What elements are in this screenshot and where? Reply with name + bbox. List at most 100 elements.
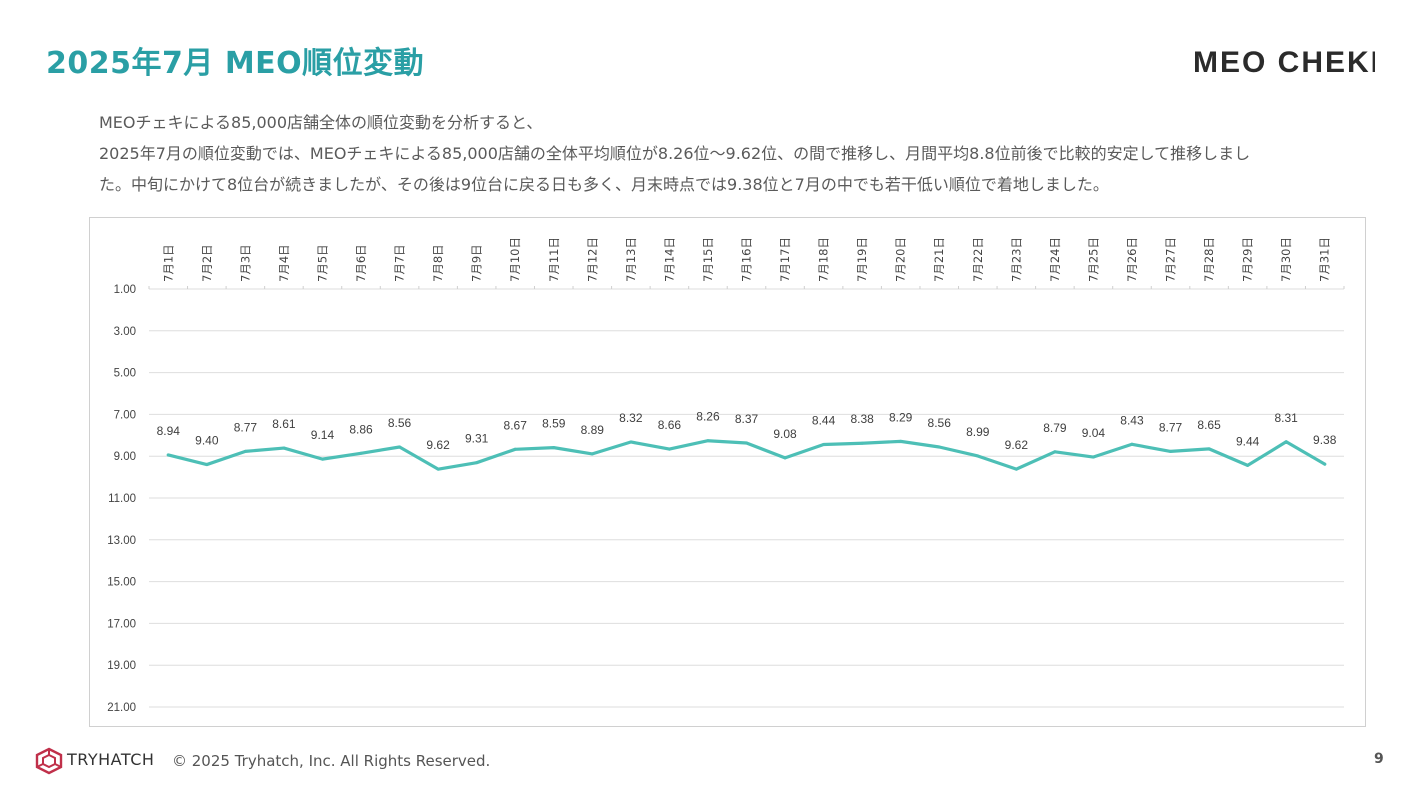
rank-line-chart: 1.00 3.00 5.00 7.00 9.00 11.00 13.00 15.00 17.00…: [107, 237, 1345, 714]
data-point: [1053, 450, 1057, 454]
page-title: 2025年7月 MEO順位変動: [46, 46, 425, 81]
description-line-2: 2025年7月の順位変動では、MEOチェキによる85,000店舗の全体平均順位が…: [99, 144, 1251, 163]
x-tick-label: 7月15日: [701, 237, 715, 282]
data-label: 8.44: [812, 413, 836, 427]
description-line-3: た。中旬にかけて8位台が続きましたが、その後は9位台に戻る日も多く、月末時点では…: [99, 175, 1109, 194]
x-tick-label: 7月4日: [277, 244, 291, 282]
data-point: [1246, 463, 1250, 467]
data-label: 8.31: [1274, 411, 1298, 425]
y-tick-label: 9.00: [114, 451, 136, 463]
data-point: [860, 441, 864, 445]
data-point: [513, 447, 517, 451]
data-point: [590, 452, 594, 456]
data-label: 8.32: [619, 411, 643, 425]
data-label: 8.66: [658, 418, 682, 432]
x-tick-label: 7月20日: [894, 237, 908, 282]
data-label: 8.37: [735, 412, 759, 426]
y-tick-label: 11.00: [108, 493, 136, 505]
data-label: 8.56: [388, 416, 412, 430]
data-label: 9.62: [1005, 438, 1029, 452]
data-point: [1169, 449, 1173, 453]
y-tick-label: 19.00: [107, 660, 136, 672]
data-label: 9.40: [195, 434, 219, 448]
x-tick-label: 7月9日: [470, 244, 484, 282]
x-tick-label: 7月13日: [624, 237, 638, 282]
x-tick-label: 7月24日: [1048, 237, 1062, 282]
meo-cheki-logo: MEO CHEKI: [1193, 46, 1375, 78]
x-tick-label: 7月17日: [778, 237, 792, 282]
data-label: 9.08: [773, 427, 797, 441]
data-point: [976, 454, 980, 458]
data-point: [166, 453, 170, 457]
x-tick-label: 7月8日: [431, 244, 445, 282]
x-tick-label: 7月3日: [238, 244, 252, 282]
data-label: 9.38: [1313, 433, 1337, 447]
data-point: [822, 442, 826, 446]
tryhatch-logo-icon: [35, 747, 63, 775]
data-point: [1130, 442, 1134, 446]
data-label: 8.61: [272, 417, 296, 431]
data-label: 8.26: [696, 410, 720, 424]
data-point: [937, 445, 941, 449]
data-point: [475, 461, 479, 465]
data-point: [629, 440, 633, 444]
data-point: [899, 439, 903, 443]
data-point: [1207, 447, 1211, 451]
data-label: 8.79: [1043, 421, 1067, 435]
footer-copyright: © 2025 Tryhatch, Inc. All Rights Reserve…: [172, 752, 491, 770]
data-point: [436, 467, 440, 471]
data-point: [243, 449, 247, 453]
data-point: [205, 463, 209, 467]
series-line: [166, 439, 1327, 471]
data-label: 8.89: [581, 423, 605, 437]
x-tick-label: 7月16日: [740, 237, 754, 282]
x-tick-label: 7月29日: [1241, 237, 1255, 282]
data-point: [745, 441, 748, 445]
data-point: [359, 451, 363, 455]
data-label: 8.86: [349, 422, 373, 436]
data-point: [1091, 455, 1095, 459]
y-tick-label: 1.00: [114, 284, 136, 296]
data-point: [667, 447, 671, 451]
data-point: [706, 439, 710, 443]
page-number: 9: [1374, 751, 1384, 767]
y-tick-label: 17.00: [107, 618, 136, 630]
data-label: 9.04: [1082, 426, 1106, 440]
y-tick-label: 3.00: [114, 326, 136, 338]
data-label: 8.29: [889, 410, 913, 424]
x-tick-label: 7月10日: [508, 237, 522, 282]
description-line-1: MEOチェキによる85,000店舗全体の順位変動を分析すると、: [99, 113, 543, 132]
footer-brand: TRYHATCH: [67, 750, 155, 769]
x-tick-label: 7月14日: [662, 237, 676, 282]
x-tick-label: 7月22日: [971, 237, 985, 282]
data-label: 9.31: [465, 432, 489, 446]
y-tick-label: 15.00: [107, 577, 136, 589]
x-tick-label: 7月26日: [1125, 237, 1139, 282]
logo-text: MEO CHEKI: [1193, 46, 1375, 78]
data-point: [1323, 462, 1327, 466]
x-tick-label: 7月25日: [1086, 237, 1100, 282]
x-tick-label: 7月2日: [200, 244, 214, 282]
x-tick-label: 7月19日: [855, 237, 869, 282]
data-point: [1284, 440, 1288, 444]
y-tick-label: 13.00: [107, 535, 136, 547]
data-label: 8.67: [504, 418, 528, 432]
data-label: 8.59: [542, 417, 566, 431]
data-label: 8.94: [157, 424, 181, 438]
data-point: [1014, 467, 1018, 471]
data-point: [282, 446, 286, 450]
data-point: [783, 456, 787, 460]
x-tick-label: 7月5日: [315, 244, 329, 282]
data-label: 9.62: [426, 438, 450, 452]
data-point: [398, 445, 402, 449]
data-label: 9.44: [1236, 434, 1260, 448]
y-tick-label: 5.00: [114, 368, 136, 380]
x-tick-label: 7月6日: [354, 244, 368, 282]
y-tick-label: 7.00: [114, 409, 136, 421]
x-tick-label: 7月18日: [817, 237, 831, 282]
y-tick-label: 21.00: [107, 702, 136, 714]
data-label: 8.43: [1120, 413, 1144, 427]
x-tick-label: 7月7日: [393, 244, 407, 282]
x-tick-label: 7月11日: [547, 237, 561, 282]
x-tick-label: 7月27日: [1164, 237, 1178, 282]
